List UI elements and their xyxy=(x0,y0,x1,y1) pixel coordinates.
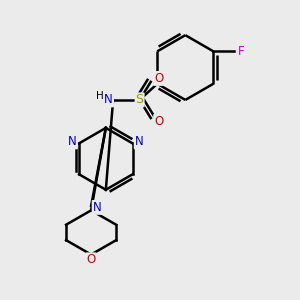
Text: N: N xyxy=(68,135,77,148)
Text: N: N xyxy=(135,135,143,148)
Text: O: O xyxy=(86,253,96,266)
Text: N: N xyxy=(93,201,101,214)
Text: S: S xyxy=(136,93,144,106)
Text: F: F xyxy=(238,45,245,58)
Text: N: N xyxy=(104,93,113,106)
Text: H: H xyxy=(96,92,104,101)
Text: O: O xyxy=(154,72,164,85)
Text: O: O xyxy=(154,115,164,128)
